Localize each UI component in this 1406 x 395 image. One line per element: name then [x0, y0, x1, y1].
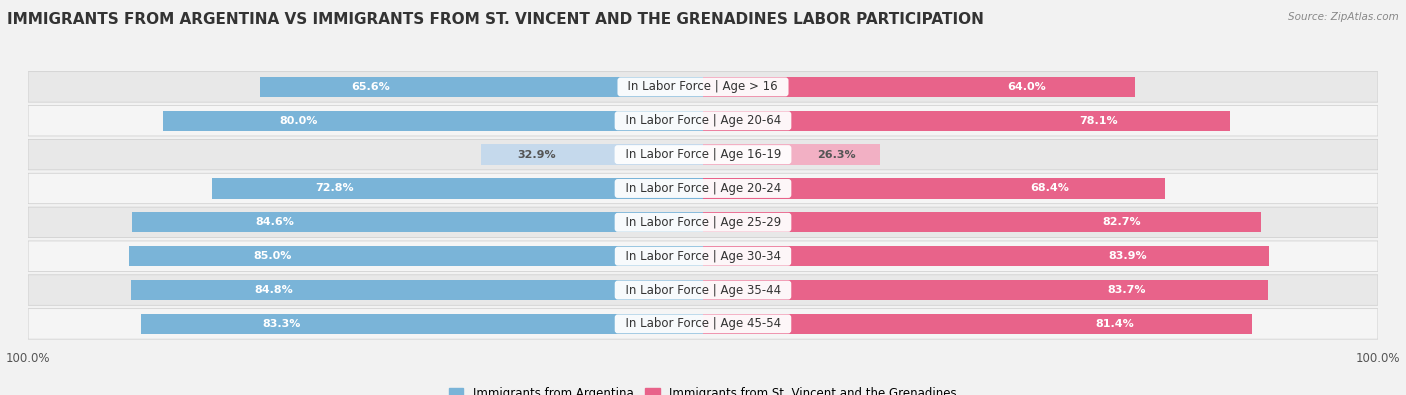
Text: In Labor Force | Age 25-29: In Labor Force | Age 25-29: [617, 216, 789, 229]
FancyBboxPatch shape: [28, 241, 1378, 271]
Bar: [703, 280, 1268, 300]
Text: 84.8%: 84.8%: [254, 285, 294, 295]
Bar: [703, 314, 1253, 334]
Bar: [141, 314, 703, 334]
Bar: [703, 145, 880, 165]
Text: 84.6%: 84.6%: [256, 217, 294, 228]
Text: In Labor Force | Age 45-54: In Labor Force | Age 45-54: [617, 318, 789, 330]
Bar: [703, 111, 1230, 131]
FancyBboxPatch shape: [28, 71, 1378, 102]
Text: 80.0%: 80.0%: [278, 116, 318, 126]
Text: 85.0%: 85.0%: [253, 251, 292, 261]
Bar: [703, 178, 1164, 199]
Text: In Labor Force | Age 20-24: In Labor Force | Age 20-24: [617, 182, 789, 195]
Bar: [132, 212, 703, 233]
Text: 83.9%: 83.9%: [1108, 251, 1147, 261]
Text: 83.3%: 83.3%: [262, 319, 301, 329]
Text: In Labor Force | Age 16-19: In Labor Force | Age 16-19: [617, 148, 789, 161]
Text: 83.7%: 83.7%: [1108, 285, 1146, 295]
FancyBboxPatch shape: [28, 308, 1378, 339]
Legend: Immigrants from Argentina, Immigrants from St. Vincent and the Grenadines: Immigrants from Argentina, Immigrants fr…: [444, 382, 962, 395]
Text: In Labor Force | Age 35-44: In Labor Force | Age 35-44: [617, 284, 789, 297]
Text: IMMIGRANTS FROM ARGENTINA VS IMMIGRANTS FROM ST. VINCENT AND THE GRENADINES LABO: IMMIGRANTS FROM ARGENTINA VS IMMIGRANTS …: [7, 12, 984, 27]
Bar: [129, 246, 703, 266]
Bar: [703, 212, 1261, 233]
Text: 32.9%: 32.9%: [517, 150, 555, 160]
FancyBboxPatch shape: [28, 275, 1378, 305]
Text: 82.7%: 82.7%: [1102, 217, 1140, 228]
Text: 81.4%: 81.4%: [1095, 319, 1135, 329]
FancyBboxPatch shape: [28, 207, 1378, 237]
Text: Source: ZipAtlas.com: Source: ZipAtlas.com: [1288, 12, 1399, 22]
Bar: [703, 246, 1270, 266]
Text: 72.8%: 72.8%: [315, 183, 354, 194]
Bar: [131, 280, 703, 300]
Text: 26.3%: 26.3%: [817, 150, 855, 160]
Bar: [703, 77, 1135, 97]
FancyBboxPatch shape: [28, 173, 1378, 204]
Bar: [260, 77, 703, 97]
Bar: [212, 178, 703, 199]
Text: 78.1%: 78.1%: [1078, 116, 1118, 126]
Text: 64.0%: 64.0%: [1008, 82, 1046, 92]
FancyBboxPatch shape: [28, 139, 1378, 170]
Text: 65.6%: 65.6%: [352, 82, 391, 92]
Bar: [163, 111, 703, 131]
Text: 68.4%: 68.4%: [1029, 183, 1069, 194]
Text: In Labor Force | Age 30-34: In Labor Force | Age 30-34: [617, 250, 789, 263]
Bar: [481, 145, 703, 165]
Text: In Labor Force | Age 20-64: In Labor Force | Age 20-64: [617, 114, 789, 127]
Text: In Labor Force | Age > 16: In Labor Force | Age > 16: [620, 81, 786, 93]
FancyBboxPatch shape: [28, 105, 1378, 136]
